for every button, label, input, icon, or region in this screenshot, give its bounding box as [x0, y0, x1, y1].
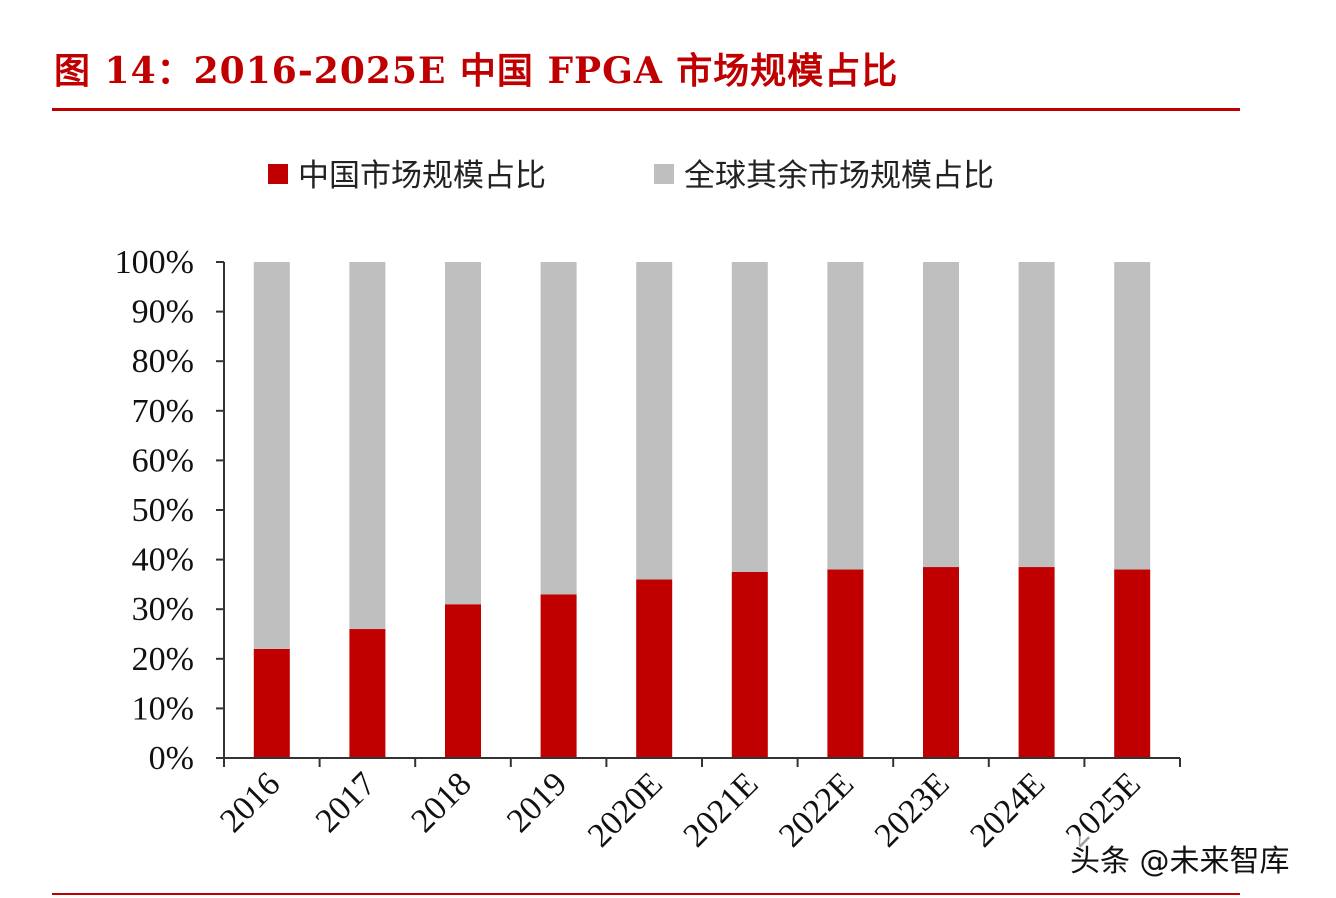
bar-china-share [827, 569, 864, 758]
bar-rest-share [540, 262, 577, 595]
bar-rest-share [1114, 262, 1151, 570]
watermark: 头条 @未来智库 [1066, 836, 1294, 880]
bar-rest-share [827, 262, 864, 570]
bar-china-share [445, 604, 481, 758]
bar-china-share [636, 579, 673, 758]
y-tick-label: 60% [132, 442, 194, 479]
y-tick-label: 50% [132, 492, 194, 529]
y-axis: 0% 10% 20% 30% 40% 50% 60% 70% 80% 90% 100% [115, 244, 225, 777]
bar-rest-share [1018, 262, 1055, 568]
y-tick-label: 10% [132, 690, 194, 727]
x-tick-label: 2018 [404, 765, 478, 839]
bar-china-share [1114, 569, 1151, 758]
x-tick-label: 2023E [868, 765, 957, 854]
x-tick-label: 2020E [581, 765, 670, 854]
y-tick-label: 0% [149, 740, 194, 777]
legend: 中国市场规模占比 全球其余市场规模占比 [268, 158, 994, 194]
bar-china-share [731, 572, 768, 758]
x-tick-label: 2022E [772, 765, 861, 854]
bar-rest-share [253, 262, 290, 649]
x-tick-label: 2024E [963, 765, 1052, 854]
y-tick-label: 80% [132, 343, 194, 380]
bar-china-share [253, 648, 290, 758]
y-tick-label: 20% [132, 641, 194, 678]
legend-swatch-rest [654, 164, 674, 184]
bar-china-share [1018, 567, 1055, 758]
y-tick-label: 100% [115, 244, 194, 281]
legend-label-china: 中国市场规模占比 [298, 158, 546, 194]
x-tick-label: 2019 [500, 765, 574, 839]
bar-rest-share [636, 262, 673, 580]
x-tick-label: 2017 [309, 765, 383, 839]
y-tick-label: 40% [132, 542, 194, 579]
bars [253, 262, 1151, 758]
x-tick-label: 2021E [677, 765, 766, 854]
x-tick-label: 2016 [213, 765, 287, 839]
y-tick-label: 30% [132, 591, 194, 628]
bar-china-share [540, 594, 577, 758]
bar-rest-share [731, 262, 768, 572]
chart-title: 图 14：2016-2025E 中国 FPGA 市场规模占比 [54, 50, 899, 92]
bar-rest-share [349, 262, 386, 630]
bar-rest-share [445, 262, 481, 605]
y-tick-label: 90% [132, 294, 194, 331]
legend-label-rest: 全球其余市场规模占比 [684, 158, 994, 194]
y-tick-label: 70% [132, 393, 194, 430]
bar-rest-share [923, 262, 959, 568]
x-axis: 2016 2017 2018 2019 2020E 2021E 2022E 2023E 2024… [213, 757, 1181, 854]
bar-china-share [349, 629, 386, 758]
title-divider [52, 108, 1240, 111]
bar-china-share [923, 567, 959, 758]
legend-swatch-china [268, 164, 288, 184]
footer-divider [52, 893, 1240, 895]
